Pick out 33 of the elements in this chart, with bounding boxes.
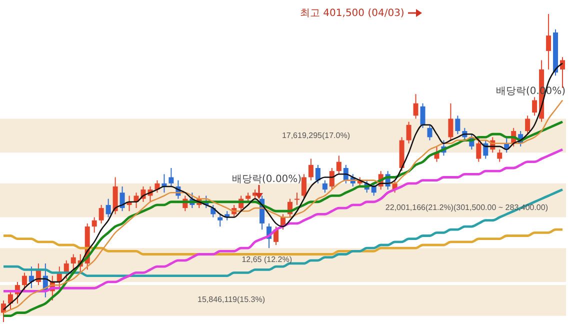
- candlestick: [525, 115, 530, 135]
- candlestick: [329, 168, 334, 190]
- candlestick: [322, 180, 328, 194]
- candlestick: [427, 124, 432, 141]
- candlestick: [420, 102, 426, 128]
- candlestick: [406, 121, 412, 144]
- candlestick: [497, 149, 502, 162]
- candlestick: [448, 102, 454, 141]
- candlestick: [70, 254, 76, 270]
- candlestick: [301, 174, 306, 200]
- candlestick: [246, 192, 251, 202]
- candlestick: [532, 96, 538, 116]
- candlestick: [371, 182, 376, 196]
- candlestick: [294, 192, 300, 206]
- annotation: 최고 401,500 (04/03): [300, 7, 404, 20]
- candlestick: [336, 155, 342, 175]
- candlestick: [168, 168, 174, 187]
- candlestick: [120, 186, 125, 212]
- candlestick: [218, 214, 223, 228]
- candlestick: [455, 115, 460, 135]
- candlestick: [22, 272, 27, 292]
- candlestick: [476, 136, 482, 162]
- candlestick: [546, 14, 552, 70]
- candlestick: [315, 164, 320, 184]
- candlestick: [92, 216, 97, 234]
- annotation: 배당락(0.00%): [232, 173, 302, 186]
- band-label: 15,846,119(15.3%): [198, 295, 265, 306]
- band-label: 17,619,295(17.0%): [282, 130, 350, 141]
- candlestick: [308, 158, 314, 181]
- band-label: 12,65 (12.2%): [242, 255, 292, 266]
- candlestick: [106, 198, 111, 218]
- candlestick: [413, 94, 418, 120]
- candlestick: [98, 204, 104, 224]
